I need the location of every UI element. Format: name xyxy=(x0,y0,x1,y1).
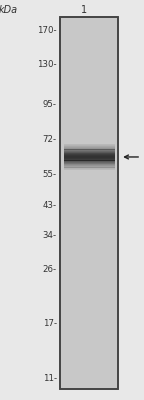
Bar xyxy=(64,148,115,149)
Text: 43-: 43- xyxy=(43,201,57,210)
Bar xyxy=(64,152,115,153)
Bar xyxy=(64,167,115,168)
Bar xyxy=(64,168,115,169)
Bar xyxy=(64,154,115,155)
Bar xyxy=(64,145,115,146)
Bar xyxy=(64,162,115,163)
Bar xyxy=(64,157,115,158)
Bar xyxy=(64,164,115,165)
Bar xyxy=(64,157,115,158)
Text: 1: 1 xyxy=(80,5,87,15)
Bar xyxy=(64,151,115,152)
Text: 34-: 34- xyxy=(43,231,57,240)
Bar xyxy=(64,160,115,161)
Bar xyxy=(64,147,115,148)
Text: 95-: 95- xyxy=(43,100,57,109)
Bar xyxy=(64,156,115,157)
Text: kDa: kDa xyxy=(0,5,18,15)
Text: 72-: 72- xyxy=(43,136,57,144)
Text: 26-: 26- xyxy=(43,265,57,274)
Bar xyxy=(64,153,115,154)
Bar xyxy=(64,165,115,166)
Text: 130-: 130- xyxy=(37,60,57,69)
Bar xyxy=(64,161,115,162)
Bar xyxy=(64,159,115,160)
Bar xyxy=(64,169,115,170)
Bar xyxy=(64,144,115,145)
Bar xyxy=(64,158,115,159)
Bar xyxy=(64,146,115,147)
Text: 55-: 55- xyxy=(43,170,57,179)
Text: 170-: 170- xyxy=(37,26,57,35)
Bar xyxy=(60,17,118,389)
Bar xyxy=(64,166,115,167)
Text: 17-: 17- xyxy=(43,319,57,328)
Bar xyxy=(64,163,115,164)
Text: 11-: 11- xyxy=(43,374,57,383)
Bar xyxy=(60,17,118,389)
Bar xyxy=(64,149,115,150)
Bar xyxy=(64,150,115,151)
Bar xyxy=(64,148,115,149)
Bar xyxy=(64,152,115,153)
Bar xyxy=(64,155,115,156)
